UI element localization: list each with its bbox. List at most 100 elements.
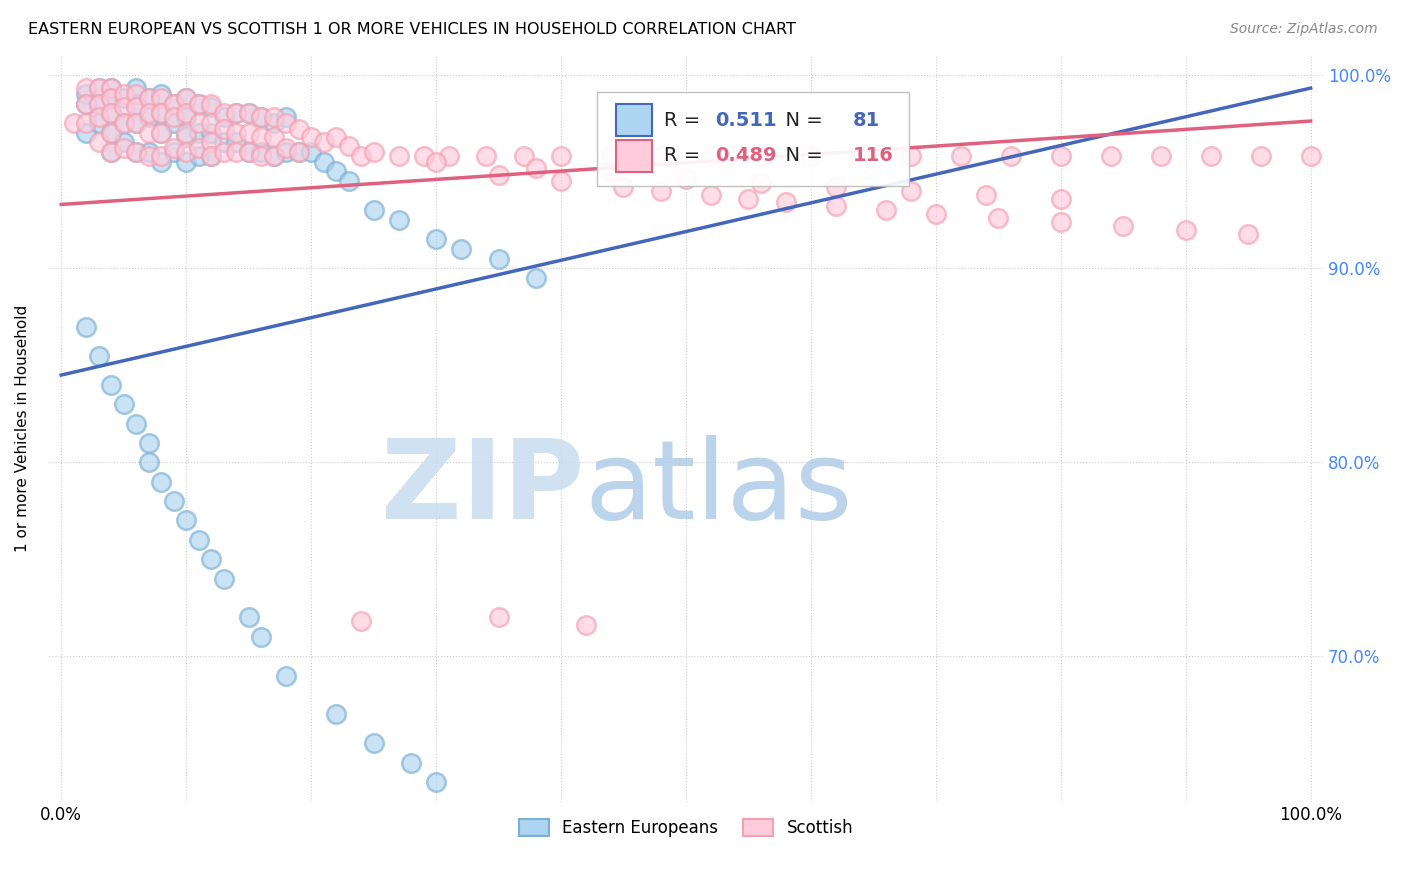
Point — [488, 252, 510, 266]
Point — [600, 149, 623, 163]
Point — [174, 129, 197, 144]
Point — [163, 110, 186, 124]
Point — [987, 211, 1010, 225]
Point — [174, 513, 197, 527]
Point — [1150, 149, 1173, 163]
FancyBboxPatch shape — [596, 93, 908, 186]
Point — [125, 87, 148, 101]
Point — [163, 96, 186, 111]
Point — [138, 110, 160, 124]
Point — [112, 87, 135, 101]
Point — [100, 126, 122, 140]
Point — [276, 110, 298, 124]
Point — [512, 149, 534, 163]
Point — [225, 106, 247, 120]
Point — [325, 164, 347, 178]
Point — [138, 455, 160, 469]
Point — [200, 101, 222, 115]
Point — [425, 232, 447, 246]
Point — [125, 81, 148, 95]
Point — [138, 436, 160, 450]
Point — [100, 145, 122, 159]
Point — [125, 96, 148, 111]
Point — [299, 145, 322, 159]
Point — [100, 106, 122, 120]
Legend: Eastern Europeans, Scottish: Eastern Europeans, Scottish — [510, 811, 862, 846]
Point — [1299, 149, 1322, 163]
Point — [150, 475, 173, 489]
Point — [775, 195, 797, 210]
Point — [250, 110, 273, 124]
Point — [263, 149, 285, 163]
Point — [212, 145, 235, 159]
Point — [125, 116, 148, 130]
Point — [337, 174, 360, 188]
Point — [187, 533, 209, 547]
Point — [363, 145, 385, 159]
Point — [87, 81, 110, 95]
Point — [138, 126, 160, 140]
Text: 116: 116 — [853, 146, 894, 165]
Point — [200, 116, 222, 130]
Point — [225, 145, 247, 159]
Point — [575, 618, 598, 632]
Point — [138, 106, 160, 120]
Point — [312, 154, 335, 169]
Text: 0.489: 0.489 — [716, 146, 776, 165]
Point — [238, 145, 260, 159]
Point — [87, 110, 110, 124]
Point — [299, 129, 322, 144]
Text: atlas: atlas — [583, 434, 852, 541]
Text: R =: R = — [664, 111, 707, 129]
Point — [1099, 149, 1122, 163]
Point — [163, 116, 186, 130]
Point — [187, 116, 209, 130]
Point — [900, 149, 922, 163]
Point — [263, 110, 285, 124]
Point — [825, 180, 848, 194]
Point — [550, 149, 572, 163]
Point — [1250, 149, 1272, 163]
Point — [250, 149, 273, 163]
Point — [200, 552, 222, 566]
Point — [112, 91, 135, 105]
Point — [75, 116, 97, 130]
Point — [200, 149, 222, 163]
Point — [100, 106, 122, 120]
Point — [612, 180, 634, 194]
Point — [163, 141, 186, 155]
Point — [174, 110, 197, 124]
Point — [112, 116, 135, 130]
Point — [238, 106, 260, 120]
Point — [488, 610, 510, 624]
Point — [212, 106, 235, 120]
Point — [1000, 149, 1022, 163]
Point — [150, 149, 173, 163]
Point — [1112, 219, 1135, 233]
Point — [100, 91, 122, 105]
Point — [100, 145, 122, 159]
Point — [450, 242, 472, 256]
Point — [187, 96, 209, 111]
Point — [250, 129, 273, 144]
Point — [1199, 149, 1222, 163]
Point — [100, 81, 122, 95]
Point — [100, 91, 122, 105]
Point — [138, 145, 160, 159]
Point — [387, 213, 409, 227]
Point — [174, 126, 197, 140]
Point — [700, 187, 723, 202]
Point — [925, 207, 948, 221]
Point — [325, 129, 347, 144]
Point — [825, 199, 848, 213]
Point — [112, 141, 135, 155]
Point — [312, 136, 335, 150]
Point — [174, 154, 197, 169]
Point — [87, 96, 110, 111]
Point — [187, 96, 209, 111]
Point — [174, 106, 197, 120]
Point — [225, 136, 247, 150]
Point — [875, 203, 897, 218]
Point — [276, 668, 298, 682]
Point — [87, 81, 110, 95]
